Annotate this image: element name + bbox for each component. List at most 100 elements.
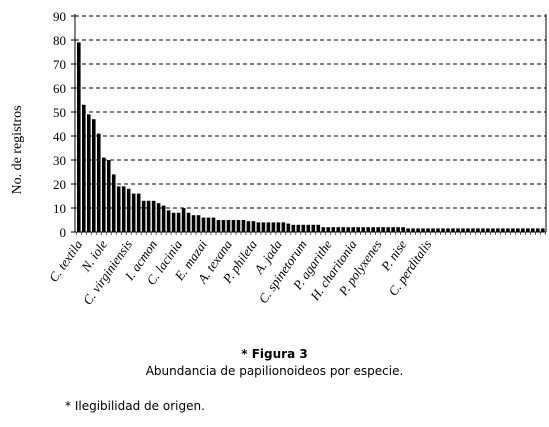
- bar: [196, 215, 201, 232]
- bar: [81, 104, 86, 232]
- bar: [136, 193, 141, 232]
- y-tick-labels: 0 10 20 30 40 50 60 70 80 90: [53, 9, 66, 240]
- bar: [406, 228, 410, 232]
- bar: [131, 193, 136, 232]
- bar: [111, 174, 116, 232]
- bar: [251, 221, 256, 232]
- bar: [466, 228, 470, 232]
- y-tick-label: 90: [53, 9, 66, 24]
- bar: [156, 203, 161, 232]
- y-tick-label: 40: [53, 129, 66, 144]
- y-tick-label: 60: [53, 81, 66, 96]
- bar: [536, 228, 540, 232]
- y-tick-label: 50: [53, 105, 66, 120]
- bar: [116, 186, 121, 232]
- bar: [181, 208, 186, 232]
- bar: [121, 186, 126, 232]
- bar: [506, 228, 510, 232]
- bar: [461, 228, 465, 232]
- bar: [226, 220, 231, 232]
- bar: [431, 228, 435, 232]
- bar: [216, 220, 221, 232]
- bar: [206, 217, 211, 232]
- bar: [241, 220, 246, 232]
- bar: [271, 222, 276, 232]
- bar: [236, 220, 241, 232]
- y-tick-label: 20: [53, 177, 66, 192]
- bar: [486, 228, 490, 232]
- bar: [411, 228, 415, 232]
- bar: [521, 228, 525, 232]
- bar: [371, 227, 375, 232]
- bar: [311, 224, 316, 232]
- bar: [126, 188, 131, 232]
- bar: [86, 114, 91, 232]
- bar: [266, 222, 271, 232]
- bar: [346, 227, 351, 232]
- bar: [146, 200, 151, 232]
- bar: [386, 227, 390, 232]
- bar: [151, 200, 156, 232]
- bar: [501, 228, 505, 232]
- bar: [336, 227, 341, 232]
- bar: [306, 224, 311, 232]
- axes: [71, 14, 547, 235]
- bar: [141, 200, 146, 232]
- bar: [391, 227, 395, 232]
- bar: [106, 160, 111, 232]
- bar: [401, 227, 405, 232]
- bar: [191, 215, 196, 232]
- bar: [186, 212, 191, 232]
- x-category-label: C. textila: [46, 237, 86, 285]
- bar: [261, 222, 266, 232]
- bar: [381, 227, 385, 232]
- bar: [296, 224, 301, 232]
- bar: [161, 205, 166, 232]
- bar: [471, 228, 475, 232]
- bar: [541, 228, 545, 232]
- bar: [426, 228, 430, 232]
- y-tick-label: 0: [60, 225, 67, 240]
- bar: [171, 212, 176, 232]
- bar: [376, 227, 380, 232]
- bar: [101, 157, 106, 232]
- bar: [481, 228, 485, 232]
- grid-lines: [75, 15, 546, 209]
- bar: [436, 228, 440, 232]
- footnote: * Ilegibilidad de origen.: [65, 399, 205, 413]
- bar: [511, 228, 515, 232]
- bar: [301, 224, 306, 232]
- bar: [166, 210, 171, 232]
- figure-caption: Abundancia de papilionoideos por especie…: [145, 364, 404, 378]
- bar: [221, 220, 226, 232]
- figure-title: * Figura 3: [241, 347, 308, 361]
- bar: [96, 133, 101, 232]
- bar: [286, 223, 291, 232]
- bar: [396, 227, 400, 232]
- bar: [451, 228, 455, 232]
- y-axis-title: No. de registros: [10, 105, 25, 194]
- bar: [446, 228, 450, 232]
- bar: [77, 42, 81, 233]
- bar: [211, 217, 216, 232]
- bar: [246, 221, 251, 232]
- bar: [321, 227, 326, 232]
- bar: [366, 227, 370, 232]
- bar: [491, 228, 495, 232]
- y-tick-label: 80: [53, 33, 66, 48]
- bar: [416, 228, 420, 232]
- bar: [331, 227, 336, 232]
- bar: [456, 228, 460, 232]
- y-tick-label: 10: [53, 201, 66, 216]
- y-tick-label: 30: [53, 153, 66, 168]
- bar: [276, 222, 281, 232]
- bar: [361, 227, 365, 232]
- bar: [496, 228, 500, 232]
- bar: [326, 227, 331, 232]
- bar: [356, 227, 360, 232]
- bar: [231, 220, 236, 232]
- bar: [201, 217, 206, 232]
- bar: [291, 224, 296, 232]
